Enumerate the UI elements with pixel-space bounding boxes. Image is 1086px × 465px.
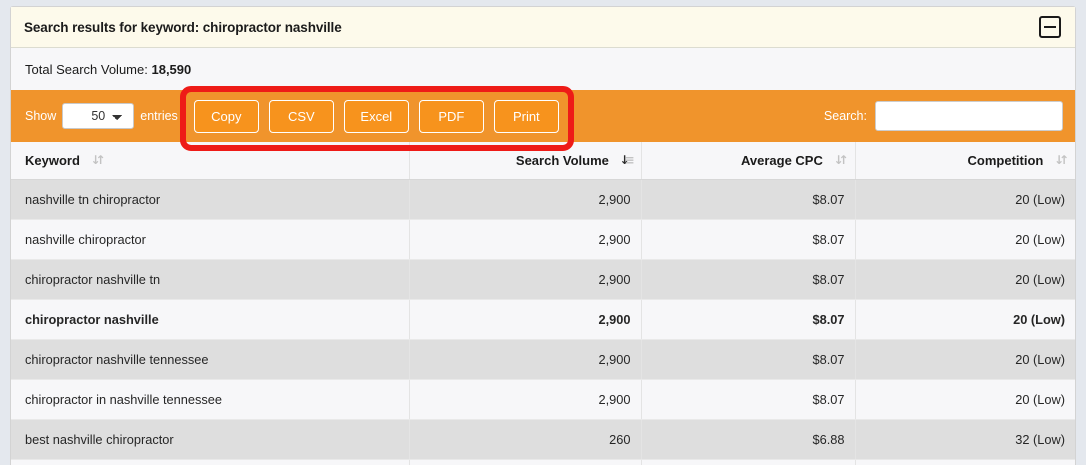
table-row[interactable]: chiropractor nashville 2,900 $8.07 20 (Low)	[11, 299, 1075, 340]
minus-square-icon[interactable]	[1039, 16, 1061, 38]
table-row[interactable]: best nashville chiropractor 260 $6.88 32 (L…	[11, 419, 1075, 460]
cell-average-cpc: $8.07	[640, 379, 855, 420]
search-input[interactable]	[875, 101, 1063, 131]
search-group: Search:	[824, 101, 1063, 131]
show-label: Show	[25, 109, 57, 123]
csv-button[interactable]: CSV	[268, 99, 334, 133]
sort-icon-competition[interactable]: ↓ ↑	[1054, 153, 1069, 167]
sort-down-arrow: ↓	[833, 153, 844, 167]
column-header-average-cpc-label: Average CPC	[740, 153, 823, 168]
column-header-competition-label: Competition	[967, 153, 1044, 168]
sort-up-arrow: ≡	[624, 153, 635, 167]
column-header-search-volume[interactable]: Search Volume ↓ ≡	[408, 142, 641, 180]
cell-competition: 20 (Low)	[854, 259, 1075, 300]
column-header-keyword-label: Keyword	[25, 153, 80, 168]
cell-keyword: chiropractor nashville tn	[11, 259, 409, 300]
cell-average-cpc: $8.07	[640, 219, 855, 260]
column-header-average-cpc[interactable]: Average CPC ↓ ↑	[640, 142, 855, 180]
sort-down-arrow: ↓	[619, 153, 630, 167]
cell-competition: 32 (Low)	[854, 459, 1075, 465]
cell-competition: 20 (Low)	[854, 339, 1075, 380]
search-results-panel: Search results for keyword: chiropractor…	[10, 6, 1076, 465]
cell-search-volume: 2,900	[408, 259, 641, 300]
cell-keyword: best chiropractor nashville	[11, 459, 409, 465]
cell-competition: 32 (Low)	[854, 419, 1075, 460]
sort-down-arrow: ↓	[90, 153, 101, 167]
cell-search-volume: 2,900	[408, 179, 641, 220]
cell-average-cpc: $8.07	[640, 339, 855, 380]
minus-bar	[1044, 26, 1056, 28]
cell-keyword: chiropractor in nashville tennessee	[11, 379, 409, 420]
column-header-competition[interactable]: Competition ↓ ↑	[854, 142, 1075, 180]
cell-keyword: chiropractor nashville	[11, 299, 409, 340]
cell-search-volume: 260	[408, 419, 641, 460]
cell-average-cpc: $8.07	[640, 299, 855, 340]
cell-search-volume: 2,900	[408, 219, 641, 260]
keyword-results-table: Keyword ↓ ↑ Search Volume ↓ ≡	[11, 142, 1075, 465]
cell-competition: 20 (Low)	[854, 299, 1075, 340]
cell-search-volume: 2,900	[408, 379, 641, 420]
cell-search-volume: 2,900	[408, 339, 641, 380]
cell-keyword: chiropractor nashville tennessee	[11, 339, 409, 380]
excel-button[interactable]: Excel	[343, 99, 409, 133]
sort-up-arrow: ↑	[95, 153, 106, 167]
print-button[interactable]: Print	[493, 99, 559, 133]
table-row[interactable]: chiropractor nashville tennessee 2,900 $8.…	[11, 339, 1075, 380]
entries-label: entries	[140, 109, 178, 123]
table-header-row: Keyword ↓ ↑ Search Volume ↓ ≡	[11, 142, 1075, 180]
page-length-group: Show 50 entries	[25, 103, 178, 129]
copy-button[interactable]: Copy	[193, 99, 259, 133]
table-body: nashville tn chiropractor 2,900 $8.07 20 (L…	[11, 179, 1075, 465]
table-row[interactable]: nashville tn chiropractor 2,900 $8.07 20 (L…	[11, 179, 1075, 220]
table-row[interactable]: nashville chiropractor 2,900 $8.07 20 (Low)	[11, 219, 1075, 260]
panel-body: Total Search Volume: 18,590 Show 50 entr…	[11, 48, 1075, 465]
cell-average-cpc: $6.88	[640, 419, 855, 460]
cell-average-cpc: $6.88	[640, 459, 855, 465]
cell-competition: 20 (Low)	[854, 379, 1075, 420]
cell-search-volume: 260	[408, 459, 641, 465]
table-row[interactable]: chiropractor nashville tn 2,900 $8.07 20 (L…	[11, 259, 1075, 300]
sort-up-arrow: ↑	[838, 153, 849, 167]
cell-average-cpc: $8.07	[640, 259, 855, 300]
search-label: Search:	[823, 109, 867, 123]
pdf-button[interactable]: PDF	[418, 99, 484, 133]
sort-icon-search-volume[interactable]: ↓ ≡	[619, 153, 635, 167]
cell-competition: 20 (Low)	[854, 219, 1075, 260]
export-buttons: Copy CSV Excel PDF Print	[193, 99, 559, 133]
sort-up-arrow: ↑	[1059, 153, 1070, 167]
sort-icon-keyword[interactable]: ↓ ↑	[90, 153, 106, 167]
cell-keyword: best nashville chiropractor	[11, 419, 409, 460]
cell-average-cpc: $8.07	[640, 179, 855, 220]
table-header: Keyword ↓ ↑ Search Volume ↓ ≡	[11, 142, 1075, 180]
total-search-volume-value: 18,590	[151, 62, 192, 77]
page-title: Search results for keyword: chiropractor…	[24, 19, 342, 35]
cell-search-volume: 2,900	[408, 299, 641, 340]
table-row[interactable]: chiropractor in nashville tennessee 2,900…	[11, 379, 1075, 420]
datatable-toolbar: Show 50 entries Copy CSV Excel PDF Print…	[11, 90, 1075, 142]
cell-competition: 20 (Low)	[854, 179, 1075, 220]
sort-down-arrow: ↓	[1054, 153, 1065, 167]
page-length-select[interactable]: 50	[62, 103, 135, 129]
total-search-volume: Total Search Volume: 18,590	[11, 48, 1075, 90]
cell-keyword: nashville tn chiropractor	[11, 179, 409, 220]
column-header-keyword[interactable]: Keyword ↓ ↑	[11, 142, 409, 180]
cell-keyword: nashville chiropractor	[11, 219, 409, 260]
panel-header: Search results for keyword: chiropractor…	[11, 7, 1075, 48]
sort-icon-average-cpc[interactable]: ↓ ↑	[833, 153, 849, 167]
total-search-volume-label: Total Search Volume:	[25, 62, 148, 77]
column-header-search-volume-label: Search Volume	[515, 153, 609, 168]
